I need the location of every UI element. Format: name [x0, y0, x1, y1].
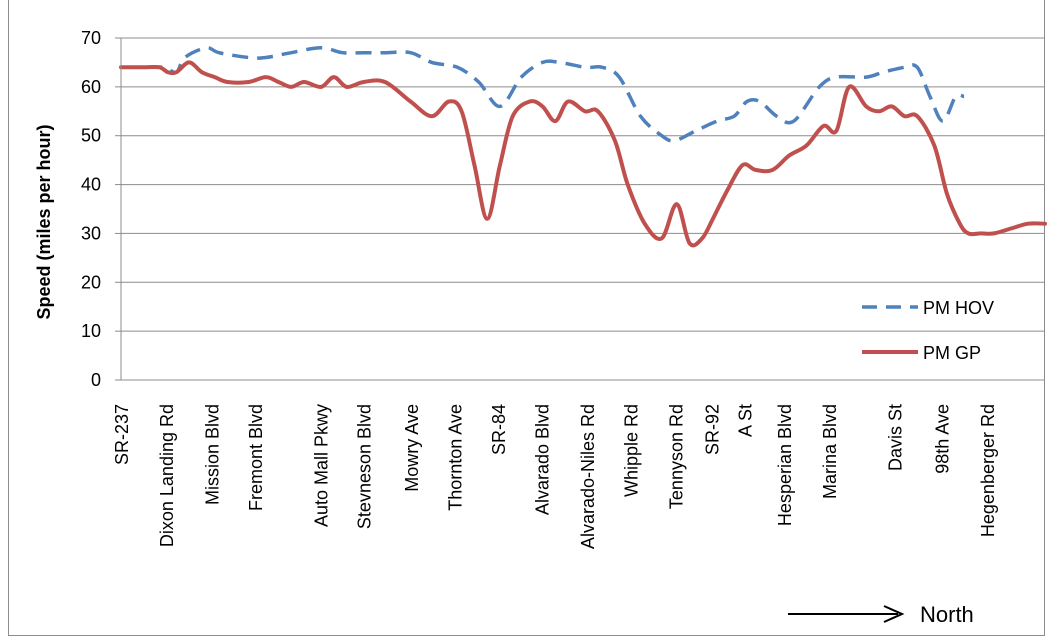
x-tick-label: A St [735, 404, 755, 437]
x-tick-label: SR-84 [489, 404, 509, 455]
x-tick-label: Mowry Ave [402, 404, 422, 492]
x-tick-label: Fremont Blvd [246, 404, 266, 511]
y-tick-label: 10 [81, 321, 101, 341]
x-tick-label: Hesperian Blvd [775, 404, 795, 526]
x-tick-label: Dixon Landing Rd [157, 404, 177, 547]
x-tick-label: Mission Blvd [203, 404, 223, 505]
x-tick-label: Marina Blvd [820, 404, 840, 499]
x-tick-label: Whipple Rd [621, 404, 641, 497]
legend-label: PM HOV [923, 298, 994, 318]
x-tick-labels: SR-237 Dixon Landing Rd Mission Blvd Fremon… [112, 404, 998, 549]
y-tick-label: 30 [81, 223, 101, 243]
x-tick-label: Tennyson Rd [666, 404, 686, 509]
y-tick-label: 40 [81, 175, 101, 195]
y-tick-labels: 0 10 20 30 40 50 60 70 [81, 28, 101, 390]
series-lines [119, 45, 1047, 248]
x-tick-label: 98th Ave [933, 404, 953, 474]
y-tick-label: 70 [81, 28, 101, 48]
x-tick-label: Davis St [885, 404, 905, 471]
x-tick-label: Alvarado-Niles Rd [578, 404, 598, 549]
x-tick-label: Stevneson Blvd [355, 404, 375, 529]
y-tick-label: 0 [91, 370, 101, 390]
legend-label: PM GP [923, 343, 981, 363]
north-label: North [920, 602, 974, 627]
chart-frame [8, 0, 1045, 636]
north-arrow-icon [883, 605, 905, 623]
y-tick-label: 60 [81, 77, 101, 97]
x-tick-label: Alvarado Blvd [532, 404, 552, 515]
gridlines [121, 37, 1045, 332]
legend: PM HOV PM GP [862, 298, 994, 363]
y-axis-title: Speed (miles per hour) [34, 124, 54, 319]
y-tick-label: 50 [81, 126, 101, 146]
x-tick-label: Thornton Ave [445, 404, 465, 511]
y-tick-label: 20 [81, 272, 101, 292]
axes [115, 37, 1045, 381]
x-tick-label: Hegenberger Rd [978, 404, 998, 537]
x-tick-label: SR-237 [112, 404, 132, 465]
north-annotation: North [788, 602, 974, 627]
x-tick-label: Auto Mall Pkwy [311, 404, 331, 527]
series-line-pm-gp [119, 60, 1047, 248]
x-tick-label: SR-92 [703, 404, 723, 455]
